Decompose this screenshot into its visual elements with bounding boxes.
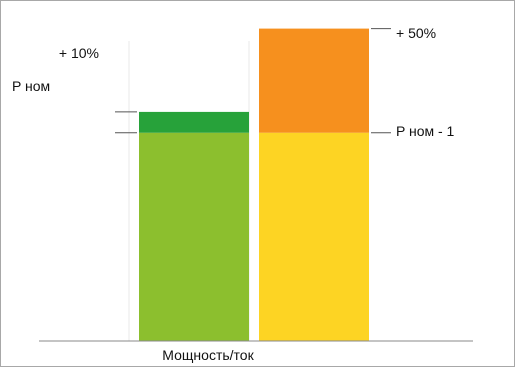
annotation-plus-10: + 10%	[59, 45, 99, 61]
bars-group	[139, 28, 369, 341]
annotation-p-nom: P ном	[12, 78, 50, 94]
bar-1-segment-2	[139, 111, 249, 133]
annotation-plus-50: + 50%	[396, 25, 436, 41]
annotation-p-nom-minus-1: P ном - 1	[396, 123, 455, 139]
bar-2-segment-2	[259, 28, 369, 133]
bar-1-segment-1	[139, 132, 249, 341]
x-axis-category-label: Мощность/ток	[162, 347, 254, 363]
annotations-group: + 10% P ном + 50% P ном - 1	[12, 25, 455, 139]
bar-2-segment-1	[259, 132, 369, 341]
